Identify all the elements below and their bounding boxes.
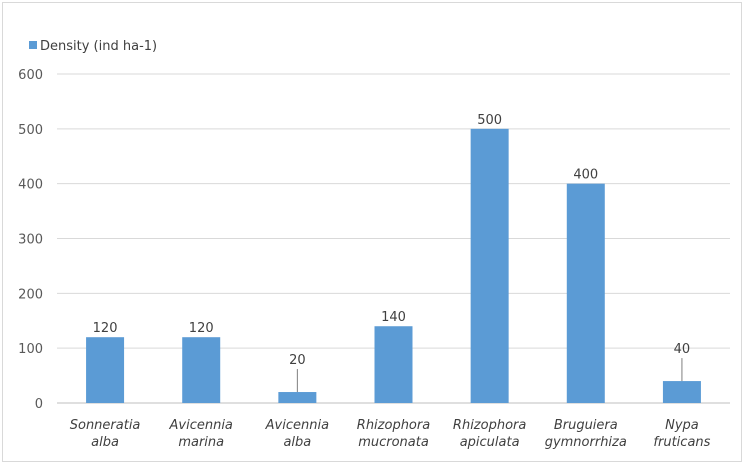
x-category-label: fruticans [653, 435, 710, 450]
data-label: 120 [189, 321, 214, 336]
y-tick-label: 300 [18, 233, 43, 248]
data-label: 40 [674, 342, 691, 357]
x-category-label: Rhizophora [453, 418, 526, 433]
bar-rhizophora-apiculata [470, 128, 509, 404]
bar-avicennia-alba [278, 392, 317, 403]
x-category-label: Rhizophora [357, 418, 430, 433]
data-label: 120 [93, 321, 118, 336]
x-category-label: marina [178, 435, 224, 450]
y-tick-label: 600 [18, 68, 43, 83]
data-label: 500 [477, 113, 502, 128]
data-label: 140 [381, 310, 406, 325]
y-tick-label: 500 [18, 123, 43, 138]
legend-swatch [29, 41, 37, 49]
data-label: 20 [289, 353, 306, 368]
y-tick-label: 100 [18, 342, 43, 357]
bar-avicennia-marina [182, 337, 221, 403]
data-label: 400 [573, 168, 598, 183]
x-category-label: alba [283, 435, 311, 450]
x-category-label: Sonneratia [70, 418, 141, 433]
x-category-label: Bruguiera [554, 418, 618, 433]
bar-nypa-fruticans [662, 381, 701, 403]
x-category-label: Avicennia [265, 418, 329, 433]
x-category-label: mucronata [358, 435, 429, 450]
x-category-label: gymnorrhiza [545, 435, 627, 450]
x-category-label: apiculata [460, 435, 520, 450]
bar-sonneratia-alba [86, 337, 125, 403]
y-tick-label: 200 [18, 287, 43, 302]
bar-rhizophora-mucronata [374, 326, 413, 403]
legend-label: Density (ind ha-1) [40, 39, 157, 54]
y-tick-label: 0 [35, 397, 43, 412]
y-tick-label: 400 [18, 178, 43, 193]
x-category-label: Nypa [665, 418, 699, 433]
x-category-label: alba [91, 435, 119, 450]
bar-bruguiera-gymnorrhiza [566, 183, 605, 403]
x-category-label: Avicennia [169, 418, 233, 433]
